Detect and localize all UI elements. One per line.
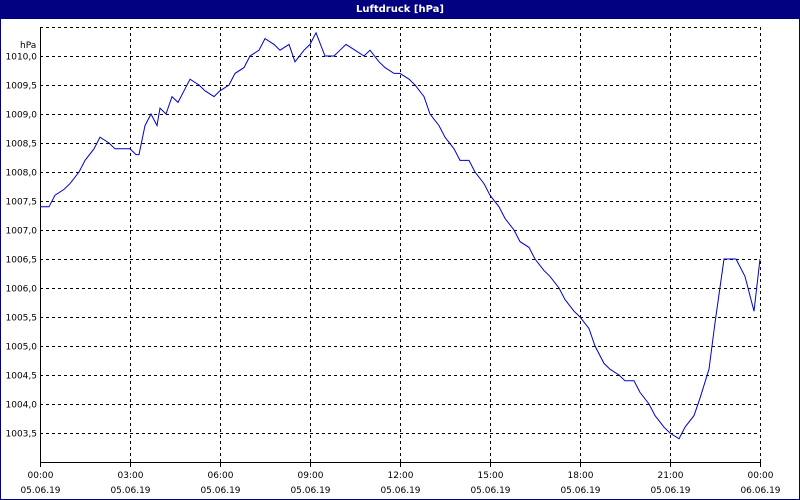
y-tick-label: 1007,0 — [6, 227, 38, 237]
x-tick-time: 03:00 — [118, 471, 144, 481]
y-axis-label: hPa — [20, 41, 36, 51]
y-tick-label: 1004,0 — [6, 401, 38, 411]
pressure-series-line — [40, 31, 761, 440]
y-tick-label: 1005,5 — [6, 314, 38, 324]
x-tick-time: 18:00 — [568, 471, 594, 481]
x-tick-labels: 00:00 05.06.19 03:00 05.06.19 06:00 05.06.19 0… — [20, 471, 780, 496]
x-tick-time: 15:00 — [478, 471, 504, 481]
y-tick-label: 1005,0 — [6, 343, 38, 353]
y-tick-label: 1008,0 — [6, 169, 38, 179]
y-tick-label: 1007,5 — [6, 198, 38, 208]
y-tick-label: 1006,0 — [6, 285, 38, 295]
y-tick-labels: 1003,5 1004,0 1004,5 1005,0 1005,5 1006,0 1006… — [6, 53, 38, 440]
x-tick-date: 05.06.19 — [470, 486, 510, 496]
x-tick-time: 09:00 — [298, 471, 324, 481]
y-tick-label: 1009,5 — [6, 82, 38, 92]
x-tick-date: 05.06.19 — [200, 486, 240, 496]
x-tick-date: 05.06.19 — [650, 486, 690, 496]
x-tick-date: 05.06.19 — [20, 486, 60, 496]
x-tick-date: 06.06.19 — [740, 486, 780, 496]
x-tick-date: 05.06.19 — [560, 486, 600, 496]
x-tick-date: 05.06.19 — [380, 486, 420, 496]
x-tick-date: 05.06.19 — [110, 486, 150, 496]
grid-lines — [40, 27, 761, 462]
x-tick-time: 12:00 — [388, 471, 414, 481]
x-tick-time: 00:00 — [748, 471, 774, 481]
axes — [40, 27, 761, 467]
y-tick-label: 1009,0 — [6, 111, 38, 121]
y-tick-label: 1006,5 — [6, 256, 38, 266]
x-tick-time: 06:00 — [208, 471, 234, 481]
x-tick-time: 21:00 — [658, 471, 684, 481]
y-tick-label: 1008,5 — [6, 140, 38, 150]
x-tick-time: 00:00 — [28, 471, 54, 481]
y-tick-label: 1003,5 — [6, 430, 38, 440]
y-tick-label: 1004,5 — [6, 372, 38, 382]
x-tick-date: 05.06.19 — [290, 486, 330, 496]
chart-title: Luftdruck [hPa] — [1, 1, 799, 19]
y-tick-label: 1010,0 — [6, 53, 38, 63]
